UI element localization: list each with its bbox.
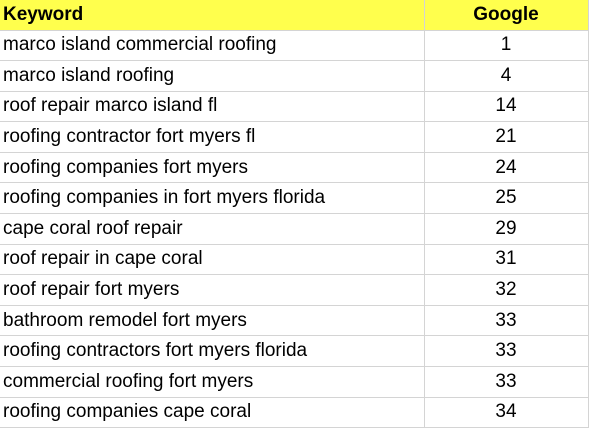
google-rank-cell[interactable]: 33 <box>424 305 589 337</box>
table-row: roof repair in cape coral 31 <box>0 244 589 276</box>
keyword-cell[interactable]: commercial roofing fort myers <box>0 366 425 398</box>
keyword-cell[interactable]: roofing companies fort myers <box>0 152 425 184</box>
header-keyword[interactable]: Keyword <box>0 0 425 31</box>
table-row: roof repair marco island fl 14 <box>0 91 589 123</box>
google-rank-cell[interactable]: 25 <box>424 182 589 215</box>
google-rank-cell[interactable]: 31 <box>424 244 589 276</box>
table-body: marco island commercial roofing 1 marco … <box>0 30 589 429</box>
table-row: roofing contractors fort myers florida 3… <box>0 335 589 368</box>
keyword-cell[interactable]: marco island roofing <box>0 60 425 92</box>
keyword-cell[interactable]: roofing contractor fort myers fl <box>0 121 425 153</box>
table-row: roofing companies cape coral 34 <box>0 397 589 429</box>
keyword-cell[interactable]: roofing companies cape coral <box>0 397 425 429</box>
keyword-cell[interactable]: roof repair in cape coral <box>0 244 425 276</box>
table-row: commercial roofing fort myers 33 <box>0 366 589 398</box>
keyword-cell[interactable]: roofing contractors fort myers florida <box>0 335 425 368</box>
google-rank-cell[interactable]: 34 <box>424 397 589 429</box>
header-row: Keyword Google <box>0 0 589 31</box>
header-google[interactable]: Google <box>424 0 589 31</box>
keyword-cell[interactable]: roofing companies in fort myers florida <box>0 182 425 215</box>
keyword-cell[interactable]: bathroom remodel fort myers <box>0 305 425 337</box>
table-row: roofing companies in fort myers florida … <box>0 182 589 215</box>
google-rank-cell[interactable]: 32 <box>424 274 589 306</box>
table-row: roof repair fort myers 32 <box>0 274 589 306</box>
google-rank-cell[interactable]: 1 <box>424 30 589 62</box>
table-row: bathroom remodel fort myers 33 <box>0 305 589 337</box>
google-rank-cell[interactable]: 29 <box>424 213 589 245</box>
keyword-cell[interactable]: roof repair fort myers <box>0 274 425 306</box>
keyword-cell[interactable]: roof repair marco island fl <box>0 91 425 123</box>
google-rank-cell[interactable]: 4 <box>424 60 589 92</box>
table-row: roofing contractor fort myers fl 21 <box>0 121 589 153</box>
keyword-cell[interactable]: cape coral roof repair <box>0 213 425 245</box>
google-rank-cell[interactable]: 14 <box>424 91 589 123</box>
table-row: marco island commercial roofing 1 <box>0 30 589 62</box>
google-rank-cell[interactable]: 33 <box>424 335 589 368</box>
table-row: marco island roofing 4 <box>0 60 589 92</box>
google-rank-cell[interactable]: 24 <box>424 152 589 184</box>
table-row: cape coral roof repair 29 <box>0 213 589 245</box>
table-row: roofing companies fort myers 24 <box>0 152 589 184</box>
google-rank-cell[interactable]: 33 <box>424 366 589 398</box>
keyword-cell[interactable]: marco island commercial roofing <box>0 30 425 62</box>
google-rank-cell[interactable]: 21 <box>424 121 589 153</box>
